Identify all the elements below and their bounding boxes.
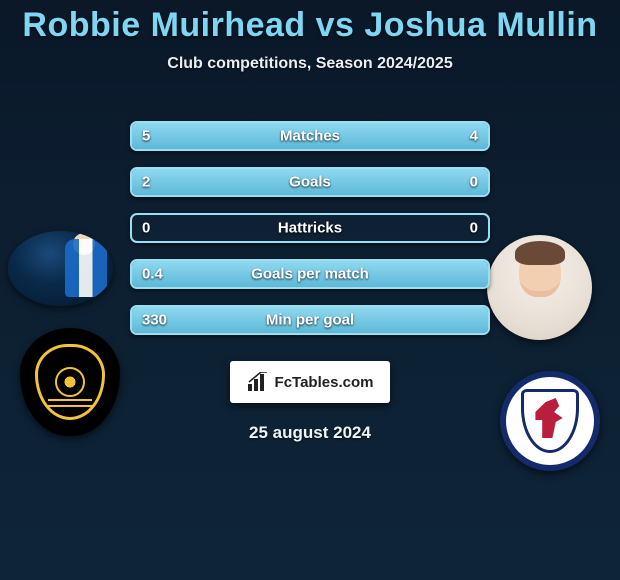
stat-label: Min per goal [266, 312, 354, 329]
stat-label: Matches [280, 128, 340, 145]
stat-bar: 0.4 Goals per match [130, 259, 490, 289]
stat-bar: 0 Hattricks 0 [130, 213, 490, 243]
stat-value-left: 0 [142, 220, 150, 237]
bar-chart-icon [247, 372, 269, 392]
stat-label: Goals [289, 174, 331, 191]
stats-block: 5 Matches 4 2 Goals 0 0 Hattricks 0 [0, 113, 620, 343]
brand-badge: FcTables.com [230, 361, 390, 403]
page-title: Robbie Muirhead vs Joshua Mullin [0, 6, 620, 45]
club-left-crest [20, 328, 120, 436]
stat-value-left: 5 [142, 128, 150, 145]
stat-value-left: 2 [142, 174, 150, 191]
stat-row: 0 Hattricks 0 [0, 205, 620, 251]
stat-bar: 2 Goals 0 [130, 167, 490, 197]
stat-value-right: 4 [470, 128, 478, 145]
stat-row: 5 Matches 4 [0, 113, 620, 159]
club-right-crest [500, 371, 600, 471]
stat-value-right: 0 [470, 174, 478, 191]
stat-value-left: 330 [142, 312, 167, 329]
stat-label: Goals per match [251, 266, 369, 283]
infographic: Robbie Muirhead vs Joshua Mullin Club co… [0, 0, 620, 580]
stat-row: 2 Goals 0 [0, 159, 620, 205]
stat-label: Hattricks [278, 220, 342, 237]
stat-bar: 330 Min per goal [130, 305, 490, 335]
brand-text: FcTables.com [275, 374, 374, 391]
stat-bar-right [330, 123, 488, 149]
stat-row: 0.4 Goals per match [0, 251, 620, 297]
stat-value-left: 0.4 [142, 266, 163, 283]
stat-row: 330 Min per goal [0, 297, 620, 343]
stat-value-right: 0 [470, 220, 478, 237]
subtitle: Club competitions, Season 2024/2025 [0, 55, 620, 73]
stat-bar: 5 Matches 4 [130, 121, 490, 151]
